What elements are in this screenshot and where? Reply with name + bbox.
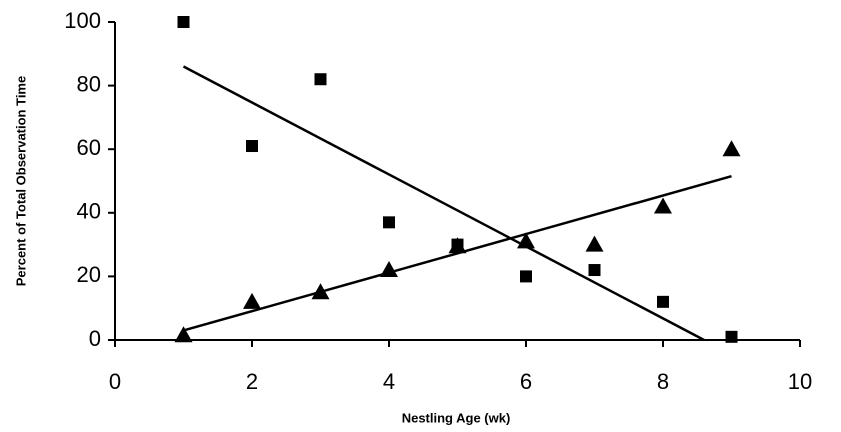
x-tick-label: 0 [109,369,121,394]
square-point [177,16,190,28]
y-tick-label: 0 [89,326,101,351]
triangle-point [722,140,741,157]
x-tick-label: 4 [383,369,395,394]
x-tick-label: 2 [246,369,258,394]
square-point [725,330,738,343]
triangle-point [311,283,330,300]
triangle-point [174,326,193,343]
triangle-point [243,292,261,309]
square-point [314,73,327,86]
square-point [246,140,258,153]
square-point [520,270,532,283]
y-tick-label: 100 [64,8,101,33]
triangle-point [585,235,604,252]
y-tick-label: 40 [77,199,101,224]
x-axis-title: Nestling Age (wk) [402,410,511,425]
square-point [588,264,601,277]
square-point [657,295,669,308]
triangle-point [517,232,535,249]
x-tick-label: 8 [657,369,669,394]
triangle-point [448,237,467,254]
x-tick-label: 10 [788,369,812,394]
y-tick-label: 80 [77,71,101,96]
y-tick-label: 20 [77,262,101,287]
square-point [383,216,395,229]
trend-line [183,175,732,332]
x-tick-label: 6 [520,369,532,394]
triangle-point [380,261,398,278]
y-tick-label: 60 [77,135,101,160]
triangle-point [654,197,672,214]
trend-line [182,65,705,342]
y-axis-title: Percent of Total Observation Time [13,76,28,286]
